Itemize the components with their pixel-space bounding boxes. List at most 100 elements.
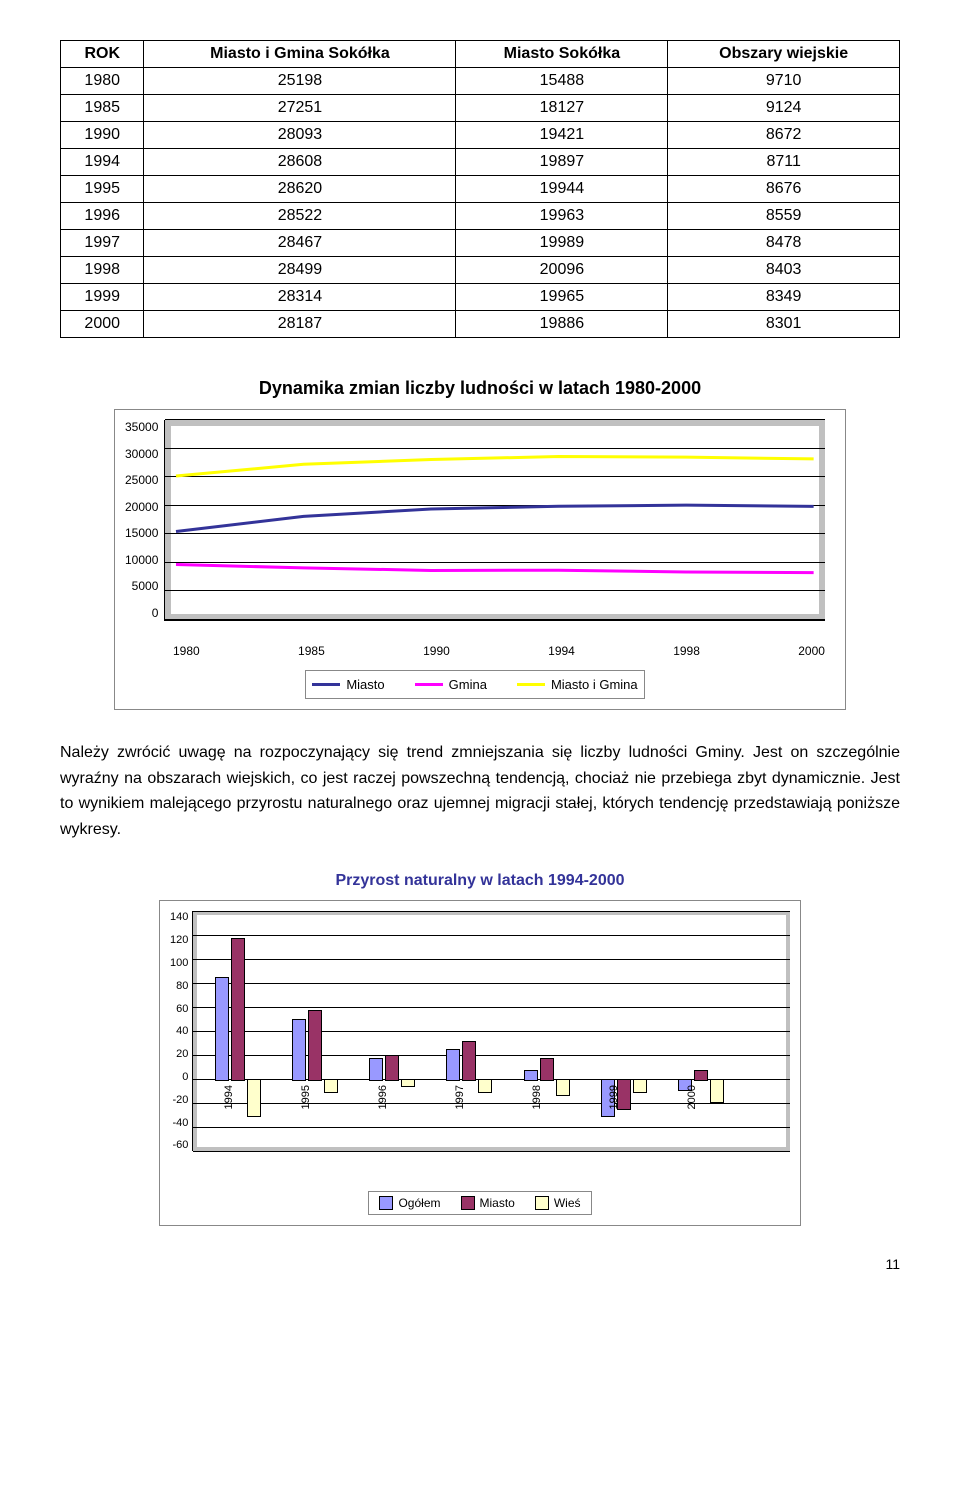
- table-row: 199628522199638559: [61, 203, 900, 230]
- table-cell: 28467: [144, 230, 456, 257]
- bar: [215, 977, 229, 1081]
- table-cell: 15488: [456, 68, 668, 95]
- table-cell: 19989: [456, 230, 668, 257]
- table-row: 200028187198868301: [61, 311, 900, 338]
- table-header: Miasto Sokółka: [456, 41, 668, 68]
- line-x-axis: 198019851990199419982000: [173, 644, 825, 658]
- legend-label: Ogółem: [398, 1196, 440, 1210]
- line-chart-title: Dynamika zmian liczby ludności w latach …: [60, 378, 900, 399]
- y-tick-label: 20000: [125, 500, 158, 514]
- table-cell: 19897: [456, 149, 668, 176]
- x-tick-label: 1980: [173, 644, 200, 658]
- table-cell: 1994: [61, 149, 144, 176]
- bar: [292, 1019, 306, 1081]
- legend-label: Gmina: [449, 677, 487, 692]
- x-tick-label: 1997: [454, 1085, 466, 1109]
- table-cell: 19965: [456, 284, 668, 311]
- x-tick-label: 1998: [531, 1085, 543, 1109]
- table-cell: 1996: [61, 203, 144, 230]
- table-row: 198025198154889710: [61, 68, 900, 95]
- legend-item: Miasto i Gmina: [517, 677, 638, 692]
- table-cell: 19963: [456, 203, 668, 230]
- table-header: Obszary wiejskie: [668, 41, 900, 68]
- bar: [633, 1079, 647, 1093]
- x-tick-label: 2000: [798, 644, 825, 658]
- table-cell: 9124: [668, 95, 900, 122]
- x-tick-label: 1990: [423, 644, 450, 658]
- legend-label: Miasto: [480, 1196, 515, 1210]
- table-cell: 1980: [61, 68, 144, 95]
- bar: [324, 1079, 338, 1093]
- table-cell: 8711: [668, 149, 900, 176]
- bar: [401, 1079, 415, 1087]
- line-chart: 35000300002500020000150001000050000 1980…: [114, 409, 846, 710]
- x-tick-label: 2000: [686, 1085, 698, 1109]
- x-tick-label: 1996: [377, 1085, 389, 1109]
- bar: [462, 1041, 476, 1081]
- y-tick-label: 120: [170, 934, 188, 946]
- table-cell: 8301: [668, 311, 900, 338]
- bar: [694, 1070, 708, 1082]
- x-tick-label: 1994: [223, 1085, 235, 1109]
- line-legend: MiastoGminaMiasto i Gmina: [305, 670, 644, 699]
- legend-item: Gmina: [415, 677, 487, 692]
- y-tick-label: 0: [170, 1071, 188, 1083]
- y-tick-label: 10000: [125, 553, 158, 567]
- table-cell: 28314: [144, 284, 456, 311]
- table-row: 199528620199448676: [61, 176, 900, 203]
- y-tick-label: 20: [170, 1048, 188, 1060]
- y-tick-label: 5000: [125, 579, 158, 593]
- table-row: 199028093194218672: [61, 122, 900, 149]
- y-tick-label: 30000: [125, 447, 158, 461]
- legend-item: Wieś: [535, 1196, 581, 1210]
- table-cell: 1997: [61, 230, 144, 257]
- table-header: ROK: [61, 41, 144, 68]
- table-cell: 28093: [144, 122, 456, 149]
- table-row: 199828499200968403: [61, 257, 900, 284]
- table-cell: 1999: [61, 284, 144, 311]
- table-cell: 8349: [668, 284, 900, 311]
- bar: [556, 1079, 570, 1095]
- y-tick-label: 15000: [125, 526, 158, 540]
- y-tick-label: 0: [125, 606, 158, 620]
- table-cell: 2000: [61, 311, 144, 338]
- table-cell: 19944: [456, 176, 668, 203]
- y-tick-label: 100: [170, 957, 188, 969]
- body-paragraph: Należy zwrócić uwagę na rozpoczynający s…: [60, 740, 900, 842]
- bar-y-axis: 140120100806040200-20-40-60: [170, 911, 192, 1151]
- table-cell: 25198: [144, 68, 456, 95]
- y-tick-label: 140: [170, 911, 188, 923]
- table-cell: 8676: [668, 176, 900, 203]
- bar-plot-area: 1994199519961997199819992000: [192, 911, 790, 1151]
- bar: [540, 1058, 554, 1082]
- bar-legend: Ogółem Miasto Wieś: [368, 1191, 591, 1215]
- bar: [446, 1049, 460, 1081]
- table-row: 199728467199898478: [61, 230, 900, 257]
- y-tick-label: 35000: [125, 420, 158, 434]
- table-cell: 19886: [456, 311, 668, 338]
- table-cell: 9710: [668, 68, 900, 95]
- table-cell: 18127: [456, 95, 668, 122]
- y-tick-label: 80: [170, 980, 188, 992]
- table-cell: 27251: [144, 95, 456, 122]
- table-cell: 8403: [668, 257, 900, 284]
- bar-chart: 140120100806040200-20-40-60 199419951996…: [159, 900, 801, 1226]
- legend-item: Miasto: [461, 1196, 515, 1210]
- bar: [385, 1055, 399, 1081]
- bar: [478, 1079, 492, 1093]
- table-cell: 28620: [144, 176, 456, 203]
- bar: [369, 1058, 383, 1082]
- table-cell: 8478: [668, 230, 900, 257]
- table-cell: 1995: [61, 176, 144, 203]
- table-cell: 1998: [61, 257, 144, 284]
- x-tick-label: 1985: [298, 644, 325, 658]
- bar-chart-title: Przyrost naturalny w latach 1994-2000: [60, 872, 900, 890]
- bar: [308, 1010, 322, 1082]
- table-row: 198527251181279124: [61, 95, 900, 122]
- table-cell: 1985: [61, 95, 144, 122]
- y-tick-label: -60: [170, 1139, 188, 1151]
- line-y-axis: 35000300002500020000150001000050000: [125, 420, 164, 620]
- table-row: 199428608198978711: [61, 149, 900, 176]
- page-number: 11: [60, 1256, 900, 1272]
- table-cell: 28608: [144, 149, 456, 176]
